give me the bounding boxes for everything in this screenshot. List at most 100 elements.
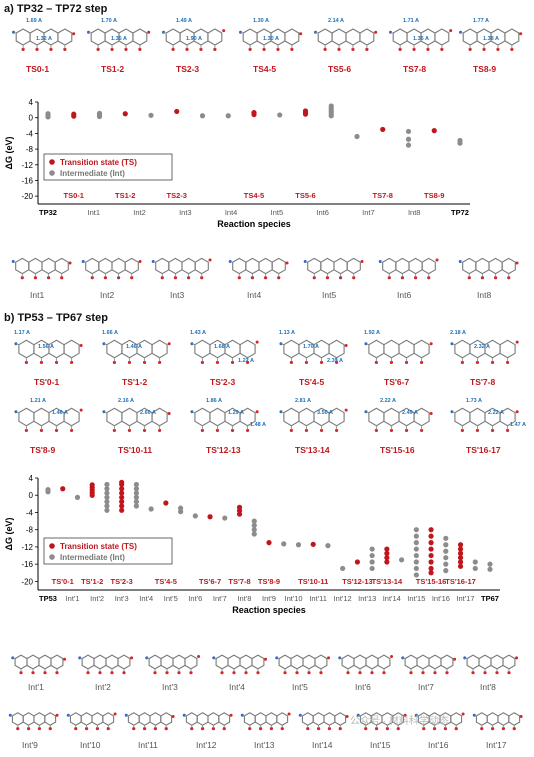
ts-prime-label-5: TS'7-8: [470, 377, 496, 387]
int-point: [443, 542, 449, 548]
panel-a-title: a) TP32 – TP72 step: [4, 3, 108, 15]
ts-axis-label: TS'7-8: [228, 577, 250, 586]
ts-prime-structure-3: [279, 339, 348, 365]
distance-label: 1.46 A: [52, 410, 69, 416]
distance-label: 1.13 A: [279, 330, 296, 336]
int-point: [443, 555, 449, 561]
int-prime-structure-5: [338, 654, 394, 675]
int-point: [369, 565, 375, 572]
panel-b-title: b) TP53 – TP67 step: [4, 312, 108, 324]
x-tick-label: Int'14: [383, 594, 401, 603]
int-prime-structure-15: [414, 712, 465, 731]
legend-int-marker: [49, 554, 55, 560]
ts-label-0: TS0-1: [26, 64, 50, 74]
int-prime-label-1: Int'2: [95, 682, 111, 692]
legend-box: [43, 153, 173, 181]
distance-label: 1.69 A: [26, 18, 43, 24]
ts-structure-5: [389, 28, 453, 52]
int-prime-label-8: Int'9: [22, 740, 38, 750]
y-tick-label: 0: [29, 114, 34, 123]
ts-point: [428, 546, 434, 552]
legend-ts-label: Transition state (TS): [60, 542, 137, 551]
y-tick-label: -20: [21, 192, 33, 201]
y-tick-label: -8: [26, 526, 34, 535]
ts-point: [207, 514, 213, 520]
ts-prime-label-4: TS'6-7: [384, 377, 410, 387]
ts-point: [163, 500, 169, 506]
y-axis-label: ΔG (eV): [4, 137, 14, 170]
x-tick-label: Int3: [179, 208, 192, 217]
ts-point: [354, 559, 360, 565]
int-point: [472, 565, 478, 572]
int-point: [104, 499, 110, 505]
y-tick-label: -12: [21, 543, 33, 552]
int-point: [369, 546, 375, 552]
int-point: [96, 110, 103, 116]
ts-point: [457, 559, 464, 565]
ts-label-6: TS8-9: [473, 64, 497, 74]
int-prime-structure-16: [472, 712, 523, 731]
ts-axis-label: TS'10-11: [298, 577, 328, 586]
int-prime-structure-11: [182, 712, 233, 731]
ts-label-5: TS7-8: [403, 64, 427, 74]
int-point: [443, 548, 449, 554]
int-point: [104, 486, 110, 492]
int-point: [405, 128, 412, 135]
distance-label: 2.81 A: [295, 398, 312, 404]
y-tick-label: 0: [29, 491, 34, 500]
distance-label: 2.22 A: [380, 398, 397, 404]
distance-label: 1.56 A: [38, 344, 55, 350]
x-tick-label: Int'10: [284, 594, 302, 603]
x-tick-label: Int'13: [358, 594, 376, 603]
int-point: [413, 572, 419, 578]
ts-point: [457, 563, 464, 569]
ts-structure-6: [459, 28, 523, 52]
ts-label-4: TS5-6: [328, 64, 352, 74]
int-point: [487, 561, 493, 567]
ts-prime-structure-5: [450, 339, 519, 365]
x-tick-label: Int'15: [407, 594, 425, 603]
watermark: 公众号 · 材料科学动态: [350, 716, 449, 727]
int-point: [413, 559, 419, 565]
distance-label: 1.21 A: [30, 398, 47, 404]
ts-axis-label: TS5-6: [295, 191, 315, 200]
x-tick-label: TP32: [39, 208, 57, 217]
ts-point: [428, 533, 434, 539]
ts-point: [236, 511, 243, 517]
int-point: [413, 527, 419, 533]
int-prime-label-11: Int'12: [196, 740, 217, 750]
distance-label: 2.22 A: [488, 410, 505, 416]
distance-label: 3.50 A: [317, 410, 334, 416]
int-structure-6: [458, 257, 519, 280]
distance-label: 1.22 A: [238, 358, 255, 364]
ts-axis-label: TS'15-16: [416, 577, 447, 586]
int-structure-3: [228, 257, 289, 280]
ts-point: [251, 109, 257, 116]
ts-prime-label-2: TS'2-3: [210, 377, 236, 387]
int-point: [472, 559, 478, 565]
ts-axis-label: TS0-1: [64, 191, 84, 200]
ts-axis-label: TS'0-1: [52, 577, 74, 586]
x-tick-label: TP72: [451, 208, 469, 217]
distance-label: 1.77 A: [473, 18, 490, 24]
int-point: [74, 494, 81, 500]
x-tick-label: Int'4: [139, 594, 153, 603]
ts-prime-structure-4: [364, 339, 433, 365]
int-point: [443, 561, 449, 567]
int-point: [281, 541, 287, 547]
int-point: [369, 552, 375, 559]
int-point: [178, 509, 184, 515]
x-tick-label: Int'8: [237, 594, 251, 603]
x-tick-label: TP53: [39, 594, 57, 603]
int-label-6: Int8: [477, 290, 492, 300]
distance-label: 2.32 A: [474, 344, 491, 350]
int-point: [413, 533, 419, 539]
int-point: [295, 542, 302, 548]
int-point: [354, 133, 360, 140]
distance-label: 1.17 A: [14, 330, 31, 336]
legend-ts-label: Transition state (TS): [60, 158, 137, 167]
int-structure-2: [151, 257, 212, 280]
ts-axis-label: TS4-5: [244, 191, 264, 200]
ts-point: [384, 546, 390, 552]
x-tick-label: Int'7: [213, 594, 227, 603]
